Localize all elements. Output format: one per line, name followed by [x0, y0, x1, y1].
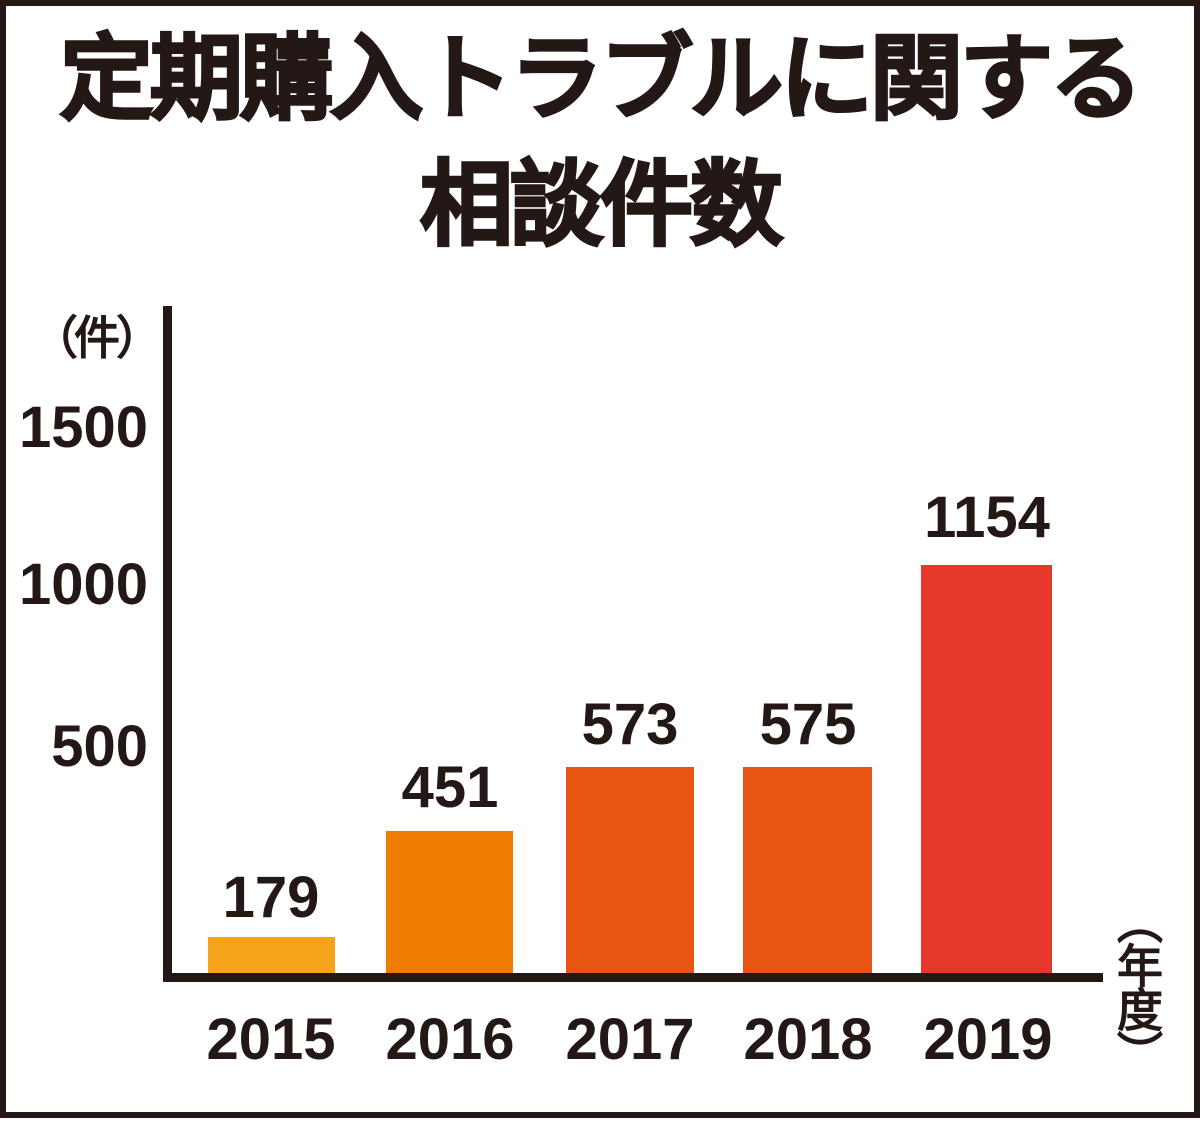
bar-2018	[743, 767, 872, 973]
x-label-2015: 2015	[206, 1007, 336, 1072]
chart-title-line1: 定期購入トラブルに関する	[59, 26, 1145, 133]
bar-value-2018: 575	[759, 692, 857, 757]
bar-value-2017: 573	[581, 692, 679, 757]
x-label-2017: 2017	[565, 1007, 695, 1072]
chart-title-line2: 相談件数	[419, 152, 785, 259]
bar-value-2019: 1154	[924, 485, 1050, 550]
x-label-2019: 2019	[923, 1007, 1053, 1072]
y-axis-line	[163, 306, 172, 982]
bar-2019	[921, 565, 1052, 973]
bar-2015	[208, 937, 335, 973]
x-label-2016: 2016	[385, 1007, 515, 1072]
x-label-2018: 2018	[743, 1007, 873, 1072]
y-tick-1000: 1000	[18, 552, 148, 617]
bar-2017	[566, 767, 694, 973]
bar-value-2015: 179	[222, 865, 320, 930]
x-axis-unit-label: （年度）	[1111, 898, 1163, 1074]
y-tick-500: 500	[51, 714, 148, 779]
chart-title: 定期購入トラブルに関する 相談件数	[0, 16, 1200, 269]
y-axis-unit-label: （件）	[32, 312, 162, 364]
y-tick-1500: 1500	[18, 395, 148, 460]
x-axis-line	[163, 973, 1103, 982]
bar-2016	[386, 831, 513, 973]
bar-value-2016: 451	[401, 755, 499, 820]
